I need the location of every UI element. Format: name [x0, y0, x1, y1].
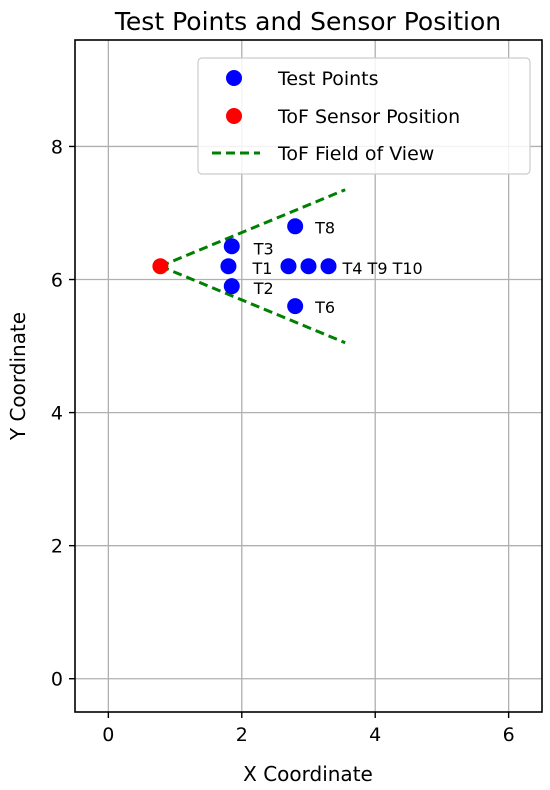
test-point: [320, 258, 337, 275]
plot-frame: [74, 39, 543, 713]
legend-entry-test-points: Test Points: [277, 68, 379, 90]
point-label-t2: T2: [253, 279, 274, 298]
test-point: [220, 258, 237, 275]
x-tick-label: 0: [102, 724, 114, 746]
test-point: [287, 298, 304, 315]
legend-marker-sensor: [226, 108, 242, 124]
point-label-t8: T8: [314, 218, 335, 237]
test-point: [287, 218, 304, 235]
y-tick-label: 8: [51, 136, 63, 158]
point-label-t4-t9-t10: T4 T9 T10: [342, 259, 423, 278]
y-tick-label: 0: [51, 669, 63, 691]
test-point: [300, 258, 317, 275]
x-tick-label: 2: [236, 724, 248, 746]
legend: Test Points ToF Sensor Position ToF Fiel…: [197, 57, 531, 175]
point-label-t3: T3: [253, 239, 274, 258]
test-point: [223, 238, 240, 255]
sensor-point: [152, 258, 169, 275]
y-axis-label: Y Coordinate: [6, 312, 30, 441]
point-label-t6: T6: [314, 298, 335, 317]
ticks-layer: 0 2 4 6 0 2 4 6 8: [51, 136, 515, 746]
chart-title: Test Points and Sensor Position: [114, 7, 501, 36]
fov-line: [159, 264, 346, 345]
test-point: [223, 278, 240, 295]
point-label-t1: T1: [251, 259, 272, 278]
x-tick-label: 4: [369, 724, 381, 746]
y-tick-label: 2: [51, 536, 63, 558]
x-axis-label: X Coordinate: [243, 762, 373, 786]
legend-box: [197, 57, 531, 175]
y-tick-label: 6: [51, 270, 63, 292]
points-layer: [152, 218, 337, 315]
fov-line: [159, 188, 346, 268]
fov-layer: [159, 188, 346, 345]
legend-entry-sensor: ToF Sensor Position: [277, 106, 460, 128]
legend-entry-fov: ToF Field of View: [277, 143, 434, 165]
x-tick-label: 6: [503, 724, 515, 746]
y-tick-label: 4: [51, 403, 63, 425]
legend-marker-test-points: [226, 70, 242, 86]
test-point: [280, 258, 297, 275]
